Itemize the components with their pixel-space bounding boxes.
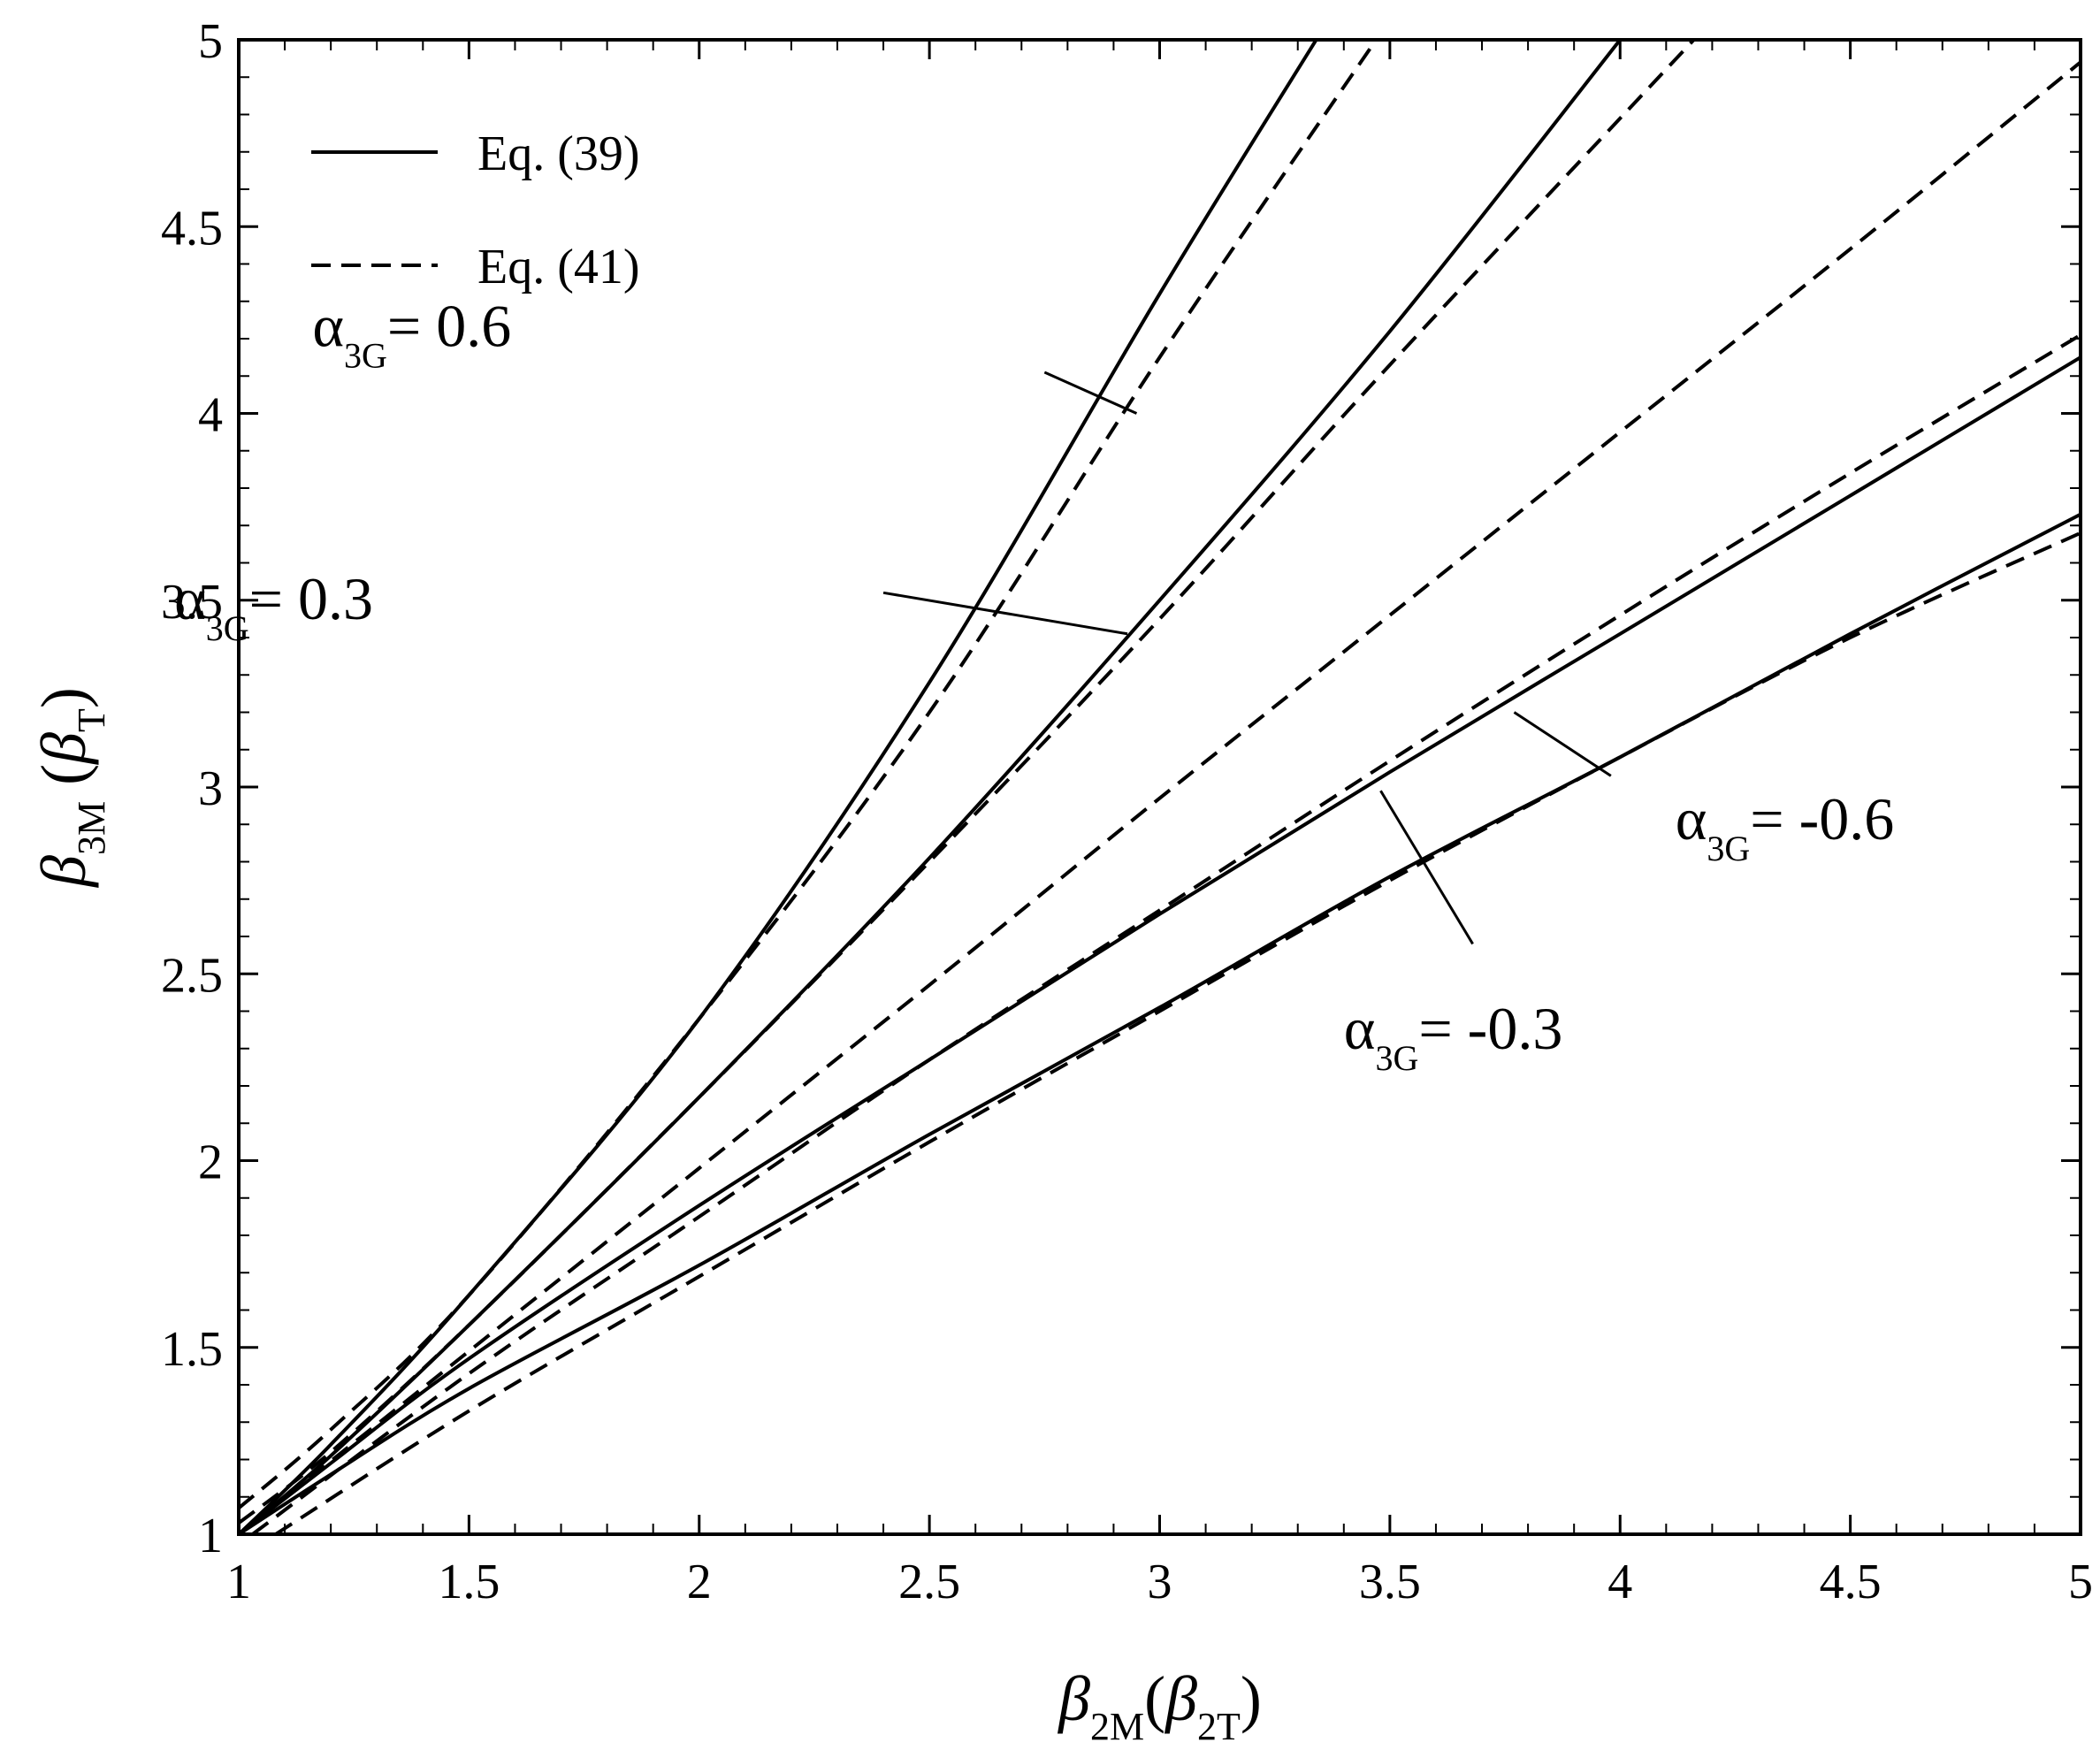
annotation-value: = -0.6 bbox=[1750, 785, 1894, 852]
annotation-symbol: α bbox=[312, 292, 344, 359]
annotation-value: = 0.3 bbox=[249, 565, 373, 632]
series-line-2-solid bbox=[239, 40, 1622, 1534]
y-tick-label: 1 bbox=[198, 1509, 223, 1563]
annotation-subscript: 3G bbox=[206, 608, 249, 648]
series-line-5-solid bbox=[239, 355, 2081, 1534]
y-tick-label: 3.5 bbox=[161, 575, 223, 630]
x-tick-label: 1 bbox=[226, 1555, 251, 1609]
x-tick-label: 1.5 bbox=[438, 1555, 500, 1609]
annotation-value: = 0.6 bbox=[387, 292, 511, 359]
y-tick-label: 4.5 bbox=[161, 201, 223, 256]
y-tick-label: 1.5 bbox=[161, 1322, 223, 1377]
annotation-1: α3G= 0.3 bbox=[174, 565, 1128, 648]
annotation-pointer bbox=[882, 591, 1128, 636]
series-line-3-dashed bbox=[239, 40, 1696, 1525]
series-line-6-dashed bbox=[251, 333, 2081, 1534]
annotation-symbol: α bbox=[1676, 785, 1707, 852]
annotation-label: α3G= 0.6 bbox=[312, 292, 511, 375]
annotation-2: α3G= -0.6 bbox=[1513, 711, 1895, 868]
x-tick-label: 4.5 bbox=[1820, 1555, 1882, 1609]
series-line-0-solid bbox=[239, 40, 1318, 1534]
y-tick-label: 4 bbox=[198, 388, 223, 443]
series-line-4-dashed bbox=[239, 60, 2081, 1534]
x-tick-label: 5 bbox=[2068, 1555, 2093, 1609]
y-tick-label: 2 bbox=[198, 1135, 223, 1190]
series-line-7-solid bbox=[239, 512, 2081, 1534]
annotation-subscript: 3G bbox=[1707, 829, 1750, 868]
annotation-symbol: α bbox=[174, 565, 206, 632]
x-tick-label: 3 bbox=[1148, 1555, 1172, 1609]
legend: Eq. (39) Eq. (41) bbox=[311, 126, 640, 294]
y-axis-label: β3M (βT) bbox=[28, 687, 113, 889]
y-tick-label: 2.5 bbox=[161, 948, 223, 1003]
legend-label: Eq. (41) bbox=[477, 240, 640, 294]
series-group bbox=[239, 40, 2081, 1534]
series-line-1-dashed bbox=[239, 40, 1378, 1509]
axis-labels: β2M(β2T) β3M (βT) bbox=[28, 687, 1262, 1748]
x-axis-label: β2M(β2T) bbox=[1057, 1663, 1262, 1748]
annotation-0: α3G= 0.6 bbox=[312, 292, 1138, 415]
x-tick-label: 2.5 bbox=[898, 1555, 960, 1609]
annotation-subscript: 3G bbox=[344, 335, 387, 375]
y-tick-label: 5 bbox=[198, 14, 223, 69]
annotation-label: α3G= -0.6 bbox=[1676, 785, 1895, 868]
annotation-pointer bbox=[1043, 371, 1138, 415]
annotation-symbol: α bbox=[1344, 995, 1376, 1062]
series-line-8-dashed bbox=[274, 531, 2081, 1534]
annotation-label: α3G= -0.3 bbox=[1344, 995, 1563, 1078]
annotation-pointer bbox=[1379, 790, 1474, 945]
y-tick-label: 3 bbox=[198, 761, 223, 816]
x-tick-label: 3.5 bbox=[1359, 1555, 1421, 1609]
legend-label: Eq. (39) bbox=[477, 126, 640, 181]
annotation-3: α3G= -0.3 bbox=[1344, 790, 1563, 1078]
annotation-value: = -0.3 bbox=[1418, 995, 1562, 1062]
annotation-pointer bbox=[1513, 711, 1612, 777]
x-tick-label: 4 bbox=[1607, 1555, 1632, 1609]
annotation-subscript: 3G bbox=[1375, 1038, 1418, 1078]
x-tick-label: 2 bbox=[687, 1555, 712, 1609]
axis-ticks: 1 1.5 2 2.5 3 3.5 4 4.5 5 1 1.5 2 2.5 3 3.5 4 4.5 5 bbox=[161, 14, 2093, 1609]
annotation-label: α3G= 0.3 bbox=[174, 565, 373, 648]
